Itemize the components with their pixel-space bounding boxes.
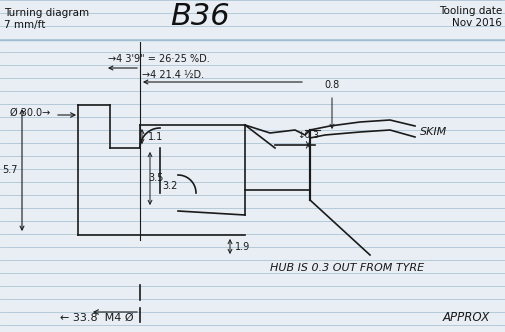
Text: →4 21.4 ½D.: →4 21.4 ½D. <box>142 70 204 80</box>
Text: 5.7: 5.7 <box>3 165 18 175</box>
Text: 0.8: 0.8 <box>324 80 339 90</box>
Text: SKIM: SKIM <box>419 127 446 137</box>
Text: ↓0.3: ↓0.3 <box>296 131 318 140</box>
Text: →4 3'9" = 26·25 %D.: →4 3'9" = 26·25 %D. <box>108 54 210 64</box>
Text: 7 mm/ft: 7 mm/ft <box>4 20 45 30</box>
Text: 3.2: 3.2 <box>162 181 177 191</box>
Text: Tooling date: Tooling date <box>438 6 501 16</box>
Text: HUB IS 0.3 OUT FROM TYRE: HUB IS 0.3 OUT FROM TYRE <box>270 263 423 273</box>
Text: Turning diagram: Turning diagram <box>4 8 89 18</box>
Text: Ø 30.0→: Ø 30.0→ <box>10 108 50 118</box>
Text: APPROX: APPROX <box>442 311 489 324</box>
Text: Nov 2016: Nov 2016 <box>451 18 501 28</box>
Text: B36: B36 <box>170 2 229 31</box>
Text: ← 33.8  M4 Ø: ← 33.8 M4 Ø <box>60 313 133 323</box>
Text: 1.9: 1.9 <box>234 242 250 252</box>
Text: 1.1: 1.1 <box>147 131 163 141</box>
Text: 3.5: 3.5 <box>147 173 163 183</box>
